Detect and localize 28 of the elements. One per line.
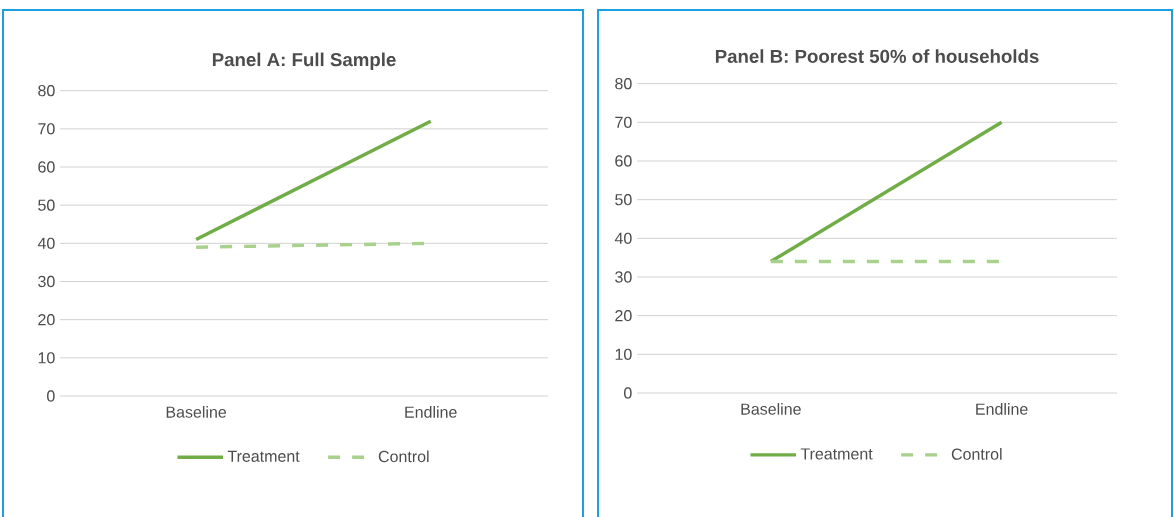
y-tick-label: 50 xyxy=(615,194,632,206)
y-tick-label: 20 xyxy=(615,310,632,322)
y-tick-label: 80 xyxy=(615,78,632,90)
y-tick-label: 10 xyxy=(38,352,55,364)
y-tick-label: 40 xyxy=(614,232,632,244)
legend-label: Control xyxy=(378,450,429,463)
y-tick-label: 70 xyxy=(38,123,55,135)
x-tick-label: Baseline xyxy=(166,406,227,418)
y-tick-label: 10 xyxy=(615,348,632,360)
x-tick-label: Endline xyxy=(405,406,457,418)
y-tick-label: 40 xyxy=(37,237,55,249)
y-tick-label: 30 xyxy=(615,271,632,283)
y-tick-label: 0 xyxy=(47,390,55,402)
y-tick-label: 50 xyxy=(38,199,55,211)
legend-label: Treatment xyxy=(800,448,873,460)
y-tick-label: 60 xyxy=(38,161,55,173)
legend-label: Control xyxy=(951,448,1002,460)
y-tick-label: 70 xyxy=(615,116,632,128)
y-tick-label: 20 xyxy=(38,314,55,326)
y-tick-label: 30 xyxy=(38,275,55,288)
y-tick-label: 60 xyxy=(615,155,632,167)
x-tick-label: Baseline xyxy=(741,403,801,415)
y-tick-label: 0 xyxy=(624,387,632,399)
y-tick-label: 80 xyxy=(38,85,55,97)
chart-title: Panel B: Poorest 50% of households xyxy=(715,49,1039,63)
legend-label: Treatment xyxy=(227,450,300,462)
chart-title: Panel A: Full Sample xyxy=(212,52,396,70)
x-tick-label: Endline xyxy=(976,403,1028,415)
